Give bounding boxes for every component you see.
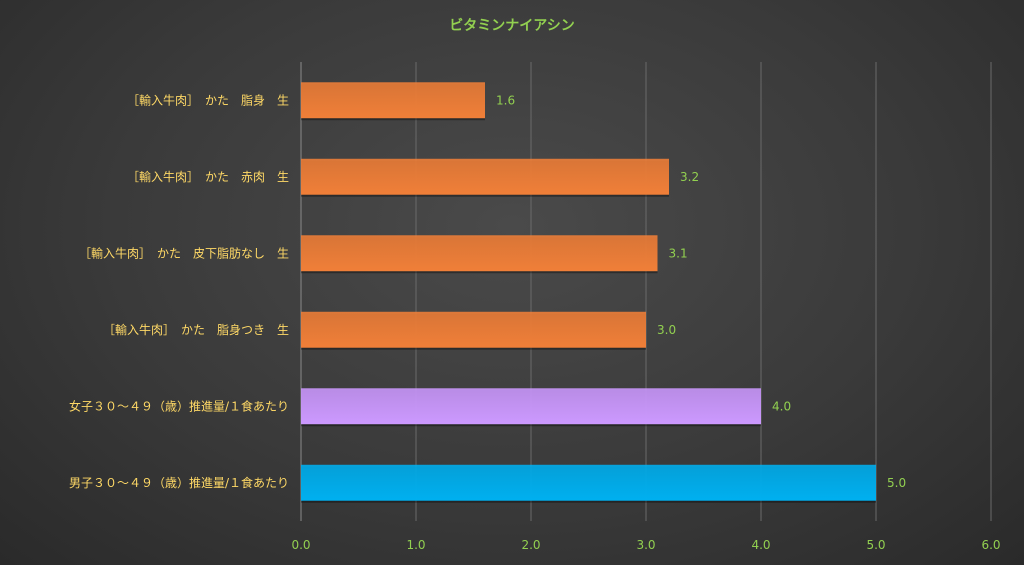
chart-title: ビタミンナイアシン (449, 18, 574, 34)
x-axis-ticks: 0.0 1.0 2.0 3.0 4.0 5.0 6.0 (291, 538, 1000, 552)
bar (301, 235, 658, 272)
value-labels: 1.6 3.2 3.1 3.0 4.0 5.0 (496, 93, 906, 490)
x-tick-label: 4.0 (751, 538, 770, 552)
x-tick-label: 1.0 (406, 538, 425, 552)
data-label: 1.6 (496, 93, 515, 107)
data-label: 3.2 (680, 170, 699, 184)
x-tick-label: 6.0 (981, 538, 1000, 552)
bar (301, 464, 876, 501)
category-label: ［輸入牛肉］ かた 脂身 生 (127, 92, 289, 107)
data-label: 3.0 (657, 323, 676, 337)
x-tick-label: 0.0 (291, 538, 310, 552)
data-label: 5.0 (887, 476, 906, 490)
x-tick-label: 2.0 (521, 538, 540, 552)
category-label: 男子３０～４９（歳）推進量/１食あたり (69, 475, 289, 490)
bars (301, 82, 876, 503)
x-tick-label: 3.0 (636, 538, 655, 552)
data-label: 4.0 (772, 399, 791, 413)
category-label: ［輸入牛肉］ かた 脂身つき 生 (103, 322, 289, 337)
bar (301, 158, 669, 195)
bar (301, 311, 646, 348)
bar (301, 82, 485, 119)
bar (301, 388, 761, 425)
category-label: ［輸入牛肉］ かた 赤肉 生 (127, 169, 289, 184)
grid-lines (300, 62, 992, 521)
category-label: 女子３０～４９（歳）推進量/１食あたり (69, 398, 289, 413)
data-label: 3.1 (669, 246, 688, 260)
category-labels: ［輸入牛肉］ かた 脂身 生 ［輸入牛肉］ かた 赤肉 生 ［輸入牛肉］ かた 皮下… (69, 92, 289, 490)
category-label: ［輸入牛肉］ かた 皮下脂肪なし 生 (79, 245, 289, 260)
x-tick-label: 5.0 (866, 538, 885, 552)
